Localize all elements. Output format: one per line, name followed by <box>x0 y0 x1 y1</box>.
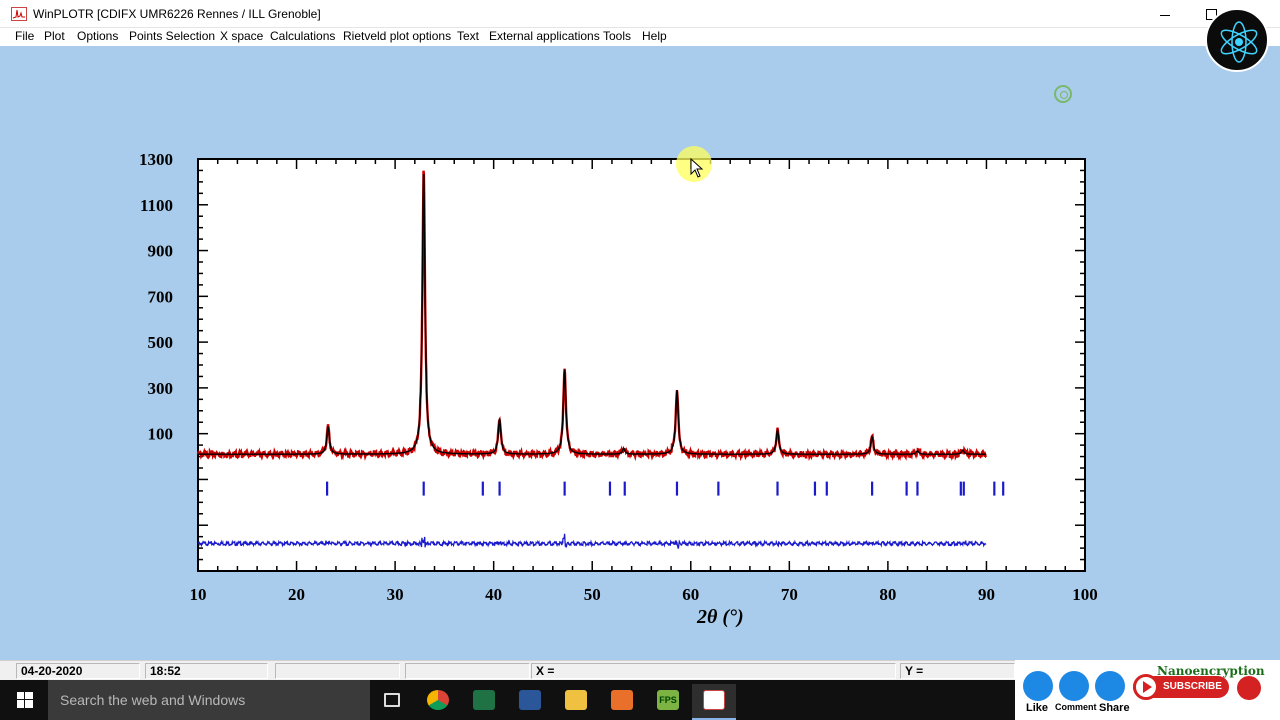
subscribe-button[interactable]: SUBSCRIBE <box>1133 674 1229 700</box>
mouse-pointer-icon <box>690 158 704 178</box>
status-bar: 04-20-2020 18:52 X = Y = <box>0 660 1280 680</box>
winplotr-app-icon <box>11 7 27 21</box>
y-tick-label: 300 <box>148 379 174 398</box>
word-icon[interactable] <box>508 684 552 720</box>
menu-text[interactable]: Text <box>457 29 480 43</box>
y-tick-label: 900 <box>148 242 174 261</box>
x-axis-label: 2θ (°) <box>696 606 744 628</box>
menu-points-selection[interactable]: Points Selection <box>129 29 216 43</box>
status-empty-1 <box>275 663 400 679</box>
status-date: 04-20-2020 <box>16 663 140 679</box>
winplotr-icon[interactable] <box>692 684 736 720</box>
share-label: Share <box>1099 702 1130 714</box>
comment-icon[interactable] <box>1059 671 1089 701</box>
menu-file[interactable]: File <box>15 29 35 43</box>
menu-tools[interactable]: Tools <box>603 29 632 43</box>
status-y-readout: Y = <box>900 663 1015 679</box>
y-tick-label: 1100 <box>140 196 173 215</box>
plot-area[interactable]: 100 300 500 700 900 1100 1300 10 20 30 40 50 60 70 80 9… <box>0 46 1280 660</box>
like-label: Like <box>1026 702 1049 714</box>
x-tick-label: 100 <box>1072 585 1098 604</box>
search-placeholder: Search the web and Windows <box>60 692 246 708</box>
like-icon[interactable] <box>1023 671 1053 701</box>
difference-series <box>197 533 987 549</box>
bell-icon[interactable] <box>1237 676 1261 700</box>
window-title: WinPLOTR [CDIFX UMR6226 Rennes / ILL Gre… <box>33 7 321 21</box>
x-tick-label: 80 <box>879 585 896 604</box>
y-tick-label: 1300 <box>139 150 173 169</box>
menu-options[interactable]: Options <box>77 29 119 43</box>
excel-icon[interactable] <box>462 684 506 720</box>
menu-plot[interactable]: Plot <box>44 29 65 43</box>
channel-logo <box>1205 8 1269 72</box>
menu-help[interactable]: Help <box>642 29 667 43</box>
x-tick-label: 30 <box>387 585 404 604</box>
chrome-icon[interactable] <box>416 684 460 720</box>
menu-rietveld-plot-options[interactable]: Rietveld plot options <box>343 29 452 43</box>
minimize-button[interactable] <box>1150 2 1180 26</box>
x-tick-label: 40 <box>485 585 502 604</box>
x-tick-label: 90 <box>978 585 995 604</box>
search-box[interactable]: Search the web and Windows <box>48 680 370 720</box>
x-tick-label: 10 <box>190 585 207 604</box>
play-icon <box>1133 674 1159 700</box>
subscribe-label: SUBSCRIBE <box>1163 681 1222 692</box>
task-view-icon[interactable] <box>370 684 414 720</box>
title-bar: WinPLOTR [CDIFX UMR6226 Rennes / ILL Gre… <box>0 0 1280 28</box>
fps-toolbar-icon[interactable]: FPS <box>646 684 690 720</box>
menu-calculations[interactable]: Calculations <box>270 29 336 43</box>
comment-label: Comment <box>1055 702 1097 712</box>
menu-bar: File Plot Options Points Selection X spa… <box>0 28 1280 46</box>
status-empty-2 <box>405 663 530 679</box>
origin-icon[interactable] <box>600 684 644 720</box>
status-x-readout: X = <box>531 663 896 679</box>
x-tick-label: 20 <box>288 585 305 604</box>
target-ring-icon <box>1054 85 1072 103</box>
share-icon[interactable] <box>1095 671 1125 701</box>
menu-x-space[interactable]: X space <box>220 29 264 43</box>
windows-logo-icon <box>17 692 33 708</box>
plot-frame <box>197 158 1086 572</box>
menu-external-applications[interactable]: External applications <box>489 29 600 43</box>
x-tick-label: 70 <box>781 585 798 604</box>
calculated-series <box>198 174 987 455</box>
subscribe-widget: Like Comment Share Nanoencryption SUBSCR… <box>1015 660 1280 720</box>
start-button[interactable] <box>0 680 48 720</box>
y-tick-label: 500 <box>148 333 174 352</box>
status-time: 18:52 <box>145 663 268 679</box>
y-tick-label: 700 <box>148 287 174 306</box>
x-tick-label: 60 <box>682 585 699 604</box>
file-explorer-icon[interactable] <box>554 684 598 720</box>
brand-name: Nanoencryption <box>1157 664 1265 678</box>
rietveld-plot[interactable]: 100 300 500 700 900 1100 1300 10 20 30 40 50 60 70 80 9… <box>0 46 1280 660</box>
x-tick-label: 50 <box>584 585 601 604</box>
y-tick-label: 100 <box>148 425 174 444</box>
